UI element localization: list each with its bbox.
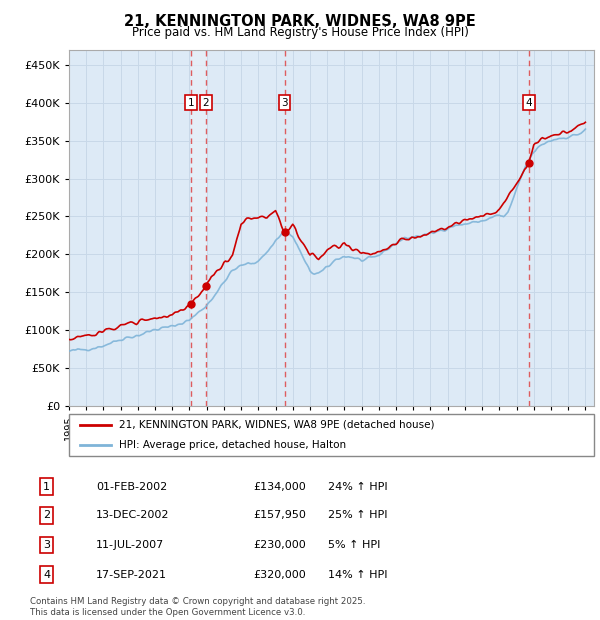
Text: Price paid vs. HM Land Registry's House Price Index (HPI): Price paid vs. HM Land Registry's House … xyxy=(131,26,469,39)
Text: 01-FEB-2002: 01-FEB-2002 xyxy=(96,482,167,492)
Text: 3: 3 xyxy=(43,540,50,550)
Text: 4: 4 xyxy=(526,98,532,108)
Text: 2: 2 xyxy=(43,510,50,520)
Text: HPI: Average price, detached house, Halton: HPI: Average price, detached house, Halt… xyxy=(119,440,346,450)
Text: £157,950: £157,950 xyxy=(253,510,306,520)
Text: 24% ↑ HPI: 24% ↑ HPI xyxy=(328,482,388,492)
Text: 1: 1 xyxy=(43,482,50,492)
Text: Contains HM Land Registry data © Crown copyright and database right 2025.
This d: Contains HM Land Registry data © Crown c… xyxy=(30,598,365,617)
Text: 13-DEC-2002: 13-DEC-2002 xyxy=(96,510,170,520)
Bar xyxy=(191,50,206,406)
Text: £230,000: £230,000 xyxy=(253,540,306,550)
Text: £320,000: £320,000 xyxy=(253,570,306,580)
Text: 4: 4 xyxy=(43,570,50,580)
FancyBboxPatch shape xyxy=(69,414,594,456)
Text: £134,000: £134,000 xyxy=(253,482,306,492)
Text: 3: 3 xyxy=(281,98,288,108)
Text: 17-SEP-2021: 17-SEP-2021 xyxy=(96,570,167,580)
Text: 11-JUL-2007: 11-JUL-2007 xyxy=(96,540,164,550)
Text: 21, KENNINGTON PARK, WIDNES, WA8 9PE: 21, KENNINGTON PARK, WIDNES, WA8 9PE xyxy=(124,14,476,29)
Text: 21, KENNINGTON PARK, WIDNES, WA8 9PE (detached house): 21, KENNINGTON PARK, WIDNES, WA8 9PE (de… xyxy=(119,420,434,430)
Text: 14% ↑ HPI: 14% ↑ HPI xyxy=(328,570,388,580)
Text: 2: 2 xyxy=(203,98,209,108)
Text: 25% ↑ HPI: 25% ↑ HPI xyxy=(328,510,388,520)
Text: 1: 1 xyxy=(188,98,194,108)
Text: 5% ↑ HPI: 5% ↑ HPI xyxy=(328,540,380,550)
